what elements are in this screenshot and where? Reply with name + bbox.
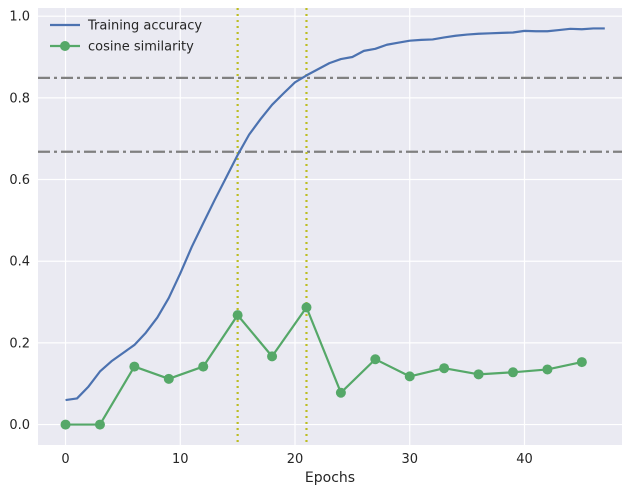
y-tick-label-5: 1.0 bbox=[9, 10, 30, 25]
x-tick-label-4: 40 bbox=[516, 452, 533, 467]
y-tick-label-0: 0.0 bbox=[9, 418, 30, 433]
series-1-point-1 bbox=[94, 419, 105, 430]
series-1-point-2 bbox=[129, 361, 140, 372]
grid bbox=[38, 8, 622, 445]
legend-label-1: cosine similarity bbox=[88, 40, 194, 55]
y-tick-label-3: 0.6 bbox=[9, 173, 30, 188]
tick-labels: 0 10 20 30 40 0.0 0.2 0.4 0.6 0.8 1.0 bbox=[9, 10, 532, 467]
x-tick-label-3: 30 bbox=[401, 452, 418, 467]
y-tick-label-4: 0.8 bbox=[9, 91, 30, 106]
x-tick-label-2: 20 bbox=[287, 452, 304, 467]
series-1-point-12 bbox=[473, 369, 484, 380]
legend: Training accuracy cosine similarity bbox=[50, 19, 202, 55]
legend-marker-1 bbox=[60, 41, 70, 51]
series-1-point-15 bbox=[576, 357, 587, 368]
series-1-point-13 bbox=[508, 367, 519, 378]
x-axis-label: Epochs bbox=[305, 470, 355, 485]
series-1-point-5 bbox=[232, 310, 243, 321]
series-1-point-14 bbox=[542, 364, 553, 375]
series-1-point-9 bbox=[370, 354, 381, 365]
series-1-point-6 bbox=[267, 351, 278, 362]
x-tick-label-1: 10 bbox=[172, 452, 189, 467]
series-1-point-4 bbox=[198, 361, 209, 372]
series-1-point-8 bbox=[335, 387, 346, 398]
series-group bbox=[60, 27, 605, 430]
y-tick-label-2: 0.4 bbox=[9, 255, 30, 270]
series-1-point-7 bbox=[301, 302, 312, 313]
series-line-1 bbox=[65, 306, 583, 426]
y-tick-label-1: 0.2 bbox=[9, 336, 30, 351]
series-1-point-3 bbox=[163, 373, 174, 384]
x-tick-label-0: 0 bbox=[61, 452, 69, 467]
legend-label-0: Training accuracy bbox=[87, 19, 202, 34]
series-1-point-11 bbox=[439, 363, 450, 374]
series-line-0 bbox=[65, 27, 605, 402]
reference-lines bbox=[38, 8, 622, 445]
series-1-point-0 bbox=[60, 419, 71, 430]
series-1-point-10 bbox=[404, 371, 415, 382]
